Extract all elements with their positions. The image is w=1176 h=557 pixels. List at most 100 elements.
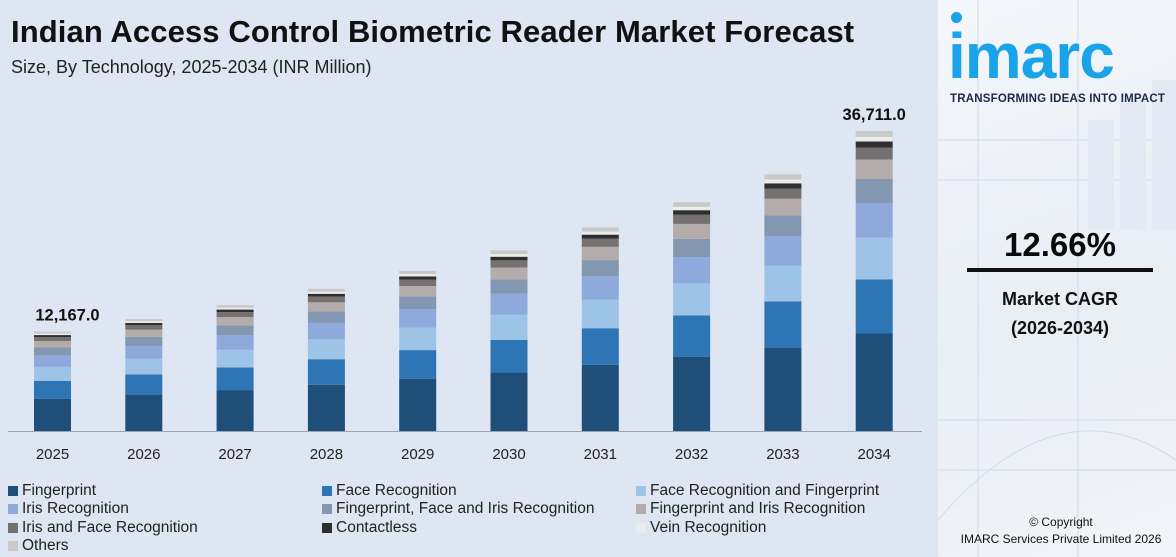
bar-segment-2029-1: [399, 350, 437, 379]
bar-segment-2030-0: [490, 372, 528, 431]
bar-segment-2027-3: [216, 335, 254, 350]
bar-stack-2026: [125, 319, 163, 431]
bar-stack-2032: [673, 202, 711, 431]
bar-segment-2026-0: [125, 394, 163, 431]
bar-segment-2025-1: [34, 380, 71, 399]
bar-segment-2028-7: [307, 293, 345, 297]
bar-segment-2027-1: [216, 367, 254, 391]
bar-segment-2029-9: [399, 270, 437, 275]
bar-segment-2030-4: [490, 279, 528, 294]
bar-segment-2031-7: [581, 234, 619, 239]
bar-segment-2029-5: [399, 286, 437, 297]
bar-segment-2030-7: [490, 256, 528, 261]
bar-segment-2025-5: [34, 341, 71, 348]
bar-segment-2030-8: [490, 254, 528, 257]
bar-segment-2033-1: [764, 301, 802, 348]
bar-segment-2025-7: [34, 335, 71, 338]
total-label-2025: 12,167.0: [35, 307, 99, 325]
bar-segment-2026-9: [125, 319, 163, 322]
brand-tagline: TRANSFORMING IDEAS INTO IMPACT: [950, 93, 1166, 105]
bar-segment-2028-8: [307, 291, 345, 294]
x-tick-label-2028: 2028: [310, 446, 343, 463]
x-tick-label-2025: 2025: [36, 446, 69, 463]
logo-dot-icon: [951, 12, 962, 23]
bar-segment-2026-6: [125, 325, 163, 330]
bar-segment-2028-5: [307, 302, 345, 312]
bar-segment-2034-7: [855, 141, 893, 148]
bar-segment-2034-4: [855, 179, 893, 203]
bar-segment-2026-7: [125, 322, 163, 326]
bar-segment-2033-7: [764, 183, 802, 189]
bar-segment-2030-3: [490, 293, 528, 315]
bar-segment-2025-3: [34, 355, 71, 367]
x-tick-label-2031: 2031: [584, 446, 617, 463]
cagr-value: 12.66%: [1004, 226, 1116, 263]
bar-segment-2027-5: [216, 317, 254, 326]
bar-segment-2030-1: [490, 339, 528, 373]
bar-segment-2034-0: [855, 333, 893, 431]
decorative-chart-background: [938, 0, 1176, 557]
bar-segment-2030-2: [490, 314, 528, 340]
bar-stack-2027: [216, 305, 254, 431]
bar-segment-2033-2: [764, 265, 802, 302]
bar-segment-2031-9: [581, 227, 619, 232]
bar-segment-2026-5: [125, 329, 163, 337]
bar-segment-2029-7: [399, 276, 437, 280]
bar-segment-2032-2: [673, 283, 711, 316]
chart-title: Indian Access Control Biometric Reader M…: [11, 14, 855, 49]
chart-subtitle: Size, By Technology, 2025-2034 (INR Mill…: [11, 57, 372, 77]
bar-segment-2031-8: [581, 231, 619, 235]
x-tick-label-2027: 2027: [218, 446, 251, 463]
bar-segment-2034-6: [855, 147, 893, 160]
bar-segment-2033-9: [764, 174, 802, 180]
bar-segment-2031-6: [581, 238, 619, 247]
bar-segment-2033-8: [764, 179, 802, 184]
stacked-bar-chart: 2025 2026 2027 2028 2029 2030 2031 2032 2033 2034…: [8, 106, 922, 463]
bar-segment-2032-0: [673, 356, 711, 431]
bar-segment-2027-8: [216, 307, 254, 310]
bar-segment-2033-0: [764, 347, 802, 431]
bar-segment-2028-2: [307, 339, 345, 360]
x-tick-label-2026: 2026: [127, 446, 160, 463]
cagr-label-line1: Market CAGR: [1001, 289, 1119, 309]
bar-segment-2031-5: [581, 246, 619, 261]
bar-segment-2027-9: [216, 305, 254, 308]
bar-segment-2032-5: [673, 223, 711, 239]
bar-segment-2026-3: [125, 345, 163, 359]
bar-segment-2025-0: [34, 398, 71, 431]
bar-stack-2028: [307, 288, 345, 431]
bar-segment-2025-6: [34, 337, 71, 342]
bar-segment-2032-3: [673, 257, 711, 284]
bar-segment-2028-4: [307, 311, 345, 323]
bar-segment-2028-3: [307, 322, 345, 340]
bar-segment-2025-9: [34, 331, 71, 334]
bar-stack-2031: [581, 227, 619, 431]
bar-segment-2032-6: [673, 214, 711, 224]
logo-text: imarc: [948, 20, 1115, 92]
cagr-label-line2: (2026-2034): [1010, 318, 1110, 338]
bar-segment-2031-3: [581, 276, 619, 300]
bar-segment-2032-8: [673, 206, 711, 211]
bar-segment-2028-6: [307, 296, 345, 303]
x-tick-label-2030: 2030: [492, 446, 525, 463]
bar-segment-2032-4: [673, 238, 711, 258]
bar-segment-2030-6: [490, 260, 528, 268]
copyright-notice: © Copyright IMARC Services Private Limit…: [938, 514, 1176, 548]
bar-segment-2030-5: [490, 267, 528, 280]
bar-segment-2027-0: [216, 390, 254, 431]
bar-segment-2034-2: [855, 237, 893, 280]
x-tick-label-2034: 2034: [858, 446, 891, 463]
x-tick-label-2032: 2032: [675, 446, 708, 463]
cagr-divider: [967, 268, 1153, 272]
bar-segment-2029-8: [399, 274, 437, 277]
bar-segment-2029-4: [399, 296, 437, 310]
bar-segment-2028-1: [307, 359, 345, 385]
bar-segment-2034-8: [855, 137, 893, 142]
bar-segment-2029-6: [399, 279, 437, 287]
bar-segment-2027-6: [216, 312, 254, 318]
bar-segment-2033-5: [764, 198, 802, 216]
bar-stack-2029: [399, 270, 437, 431]
bar-segment-2033-4: [764, 215, 802, 236]
bar-segment-2026-2: [125, 358, 163, 375]
bar-stack-2033: [764, 174, 802, 431]
